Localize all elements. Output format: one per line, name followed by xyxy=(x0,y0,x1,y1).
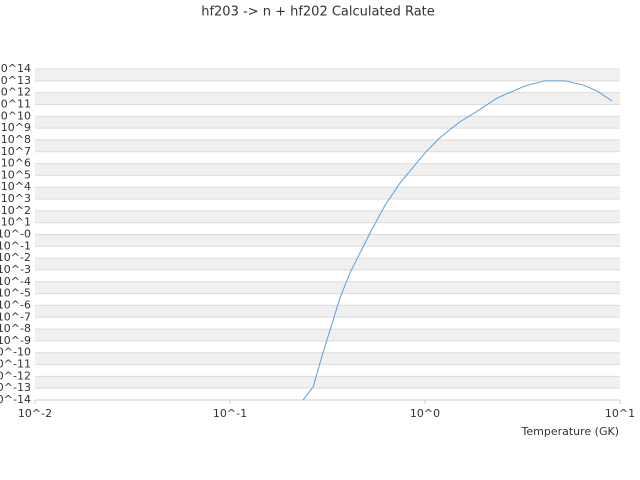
y-tick-label: 10^4 xyxy=(1,180,31,193)
y-tick-label: 10^3 xyxy=(1,192,31,205)
grid-band xyxy=(35,139,620,152)
x-tick-label: 10^0 xyxy=(410,407,440,420)
grid xyxy=(35,68,620,401)
grid-band xyxy=(35,234,620,247)
y-tick-label: 10^-1 xyxy=(0,239,31,252)
y-tick-label: 10^-14 xyxy=(0,393,31,406)
y-tick-label: 10^10 xyxy=(0,109,31,122)
grid-band xyxy=(35,187,620,200)
y-tick-label: 10^-6 xyxy=(0,298,31,311)
x-axis-label: Temperature (GK) xyxy=(521,425,620,438)
grid-band xyxy=(35,281,620,294)
grid-band xyxy=(35,329,620,341)
y-tick-label: 10^-7 xyxy=(0,310,31,323)
y-tick-label: 10^1 xyxy=(1,216,31,229)
grid-band xyxy=(35,69,620,81)
y-tick-label: 10^-10 xyxy=(0,346,31,359)
grid-band xyxy=(35,92,620,105)
y-tick-label: 10^5 xyxy=(1,168,31,181)
grid-band xyxy=(35,116,620,129)
y-tick-label: 10^2 xyxy=(1,204,31,217)
y-tick-label: 10^-13 xyxy=(0,381,31,394)
grid-band xyxy=(35,163,620,176)
y-tick-label: 10^7 xyxy=(1,145,31,158)
y-tick-label: 10^-8 xyxy=(0,322,31,335)
y-tick-label: 10^-2 xyxy=(0,251,31,264)
y-tick-label: 10^-12 xyxy=(0,369,31,382)
y-tick-label: 10^8 xyxy=(1,133,31,146)
y-tick-label: 10^-5 xyxy=(0,287,31,300)
grid-band xyxy=(35,258,620,270)
y-tick-label: 10^14 xyxy=(0,62,31,75)
y-tick-label: 10^-11 xyxy=(0,358,31,371)
y-tick-label: 10^9 xyxy=(1,121,31,134)
y-tick-label: 10^6 xyxy=(1,157,31,170)
x-tick-label: 10^-2 xyxy=(18,407,52,420)
y-tick-label: 10^13 xyxy=(0,74,31,87)
x-tick-label: 10^-1 xyxy=(213,407,247,420)
y-tick-label: 10^-4 xyxy=(0,275,31,288)
data-line xyxy=(302,80,613,400)
grid-band xyxy=(35,305,620,318)
y-tick-label: 10^-9 xyxy=(0,334,31,347)
y-tick-label: 10^-0 xyxy=(0,228,31,241)
y-tick-label: 10^-3 xyxy=(0,263,31,276)
x-tick-label: 10^1 xyxy=(605,407,635,420)
y-tick-label: 10^11 xyxy=(0,97,31,110)
y-tick-label: 10^12 xyxy=(0,86,31,99)
chart-title: hf203 -> n + hf202 Calculated Rate xyxy=(201,5,435,20)
grid-band xyxy=(35,210,620,223)
grid-band xyxy=(35,352,620,365)
grid-band xyxy=(35,376,620,389)
